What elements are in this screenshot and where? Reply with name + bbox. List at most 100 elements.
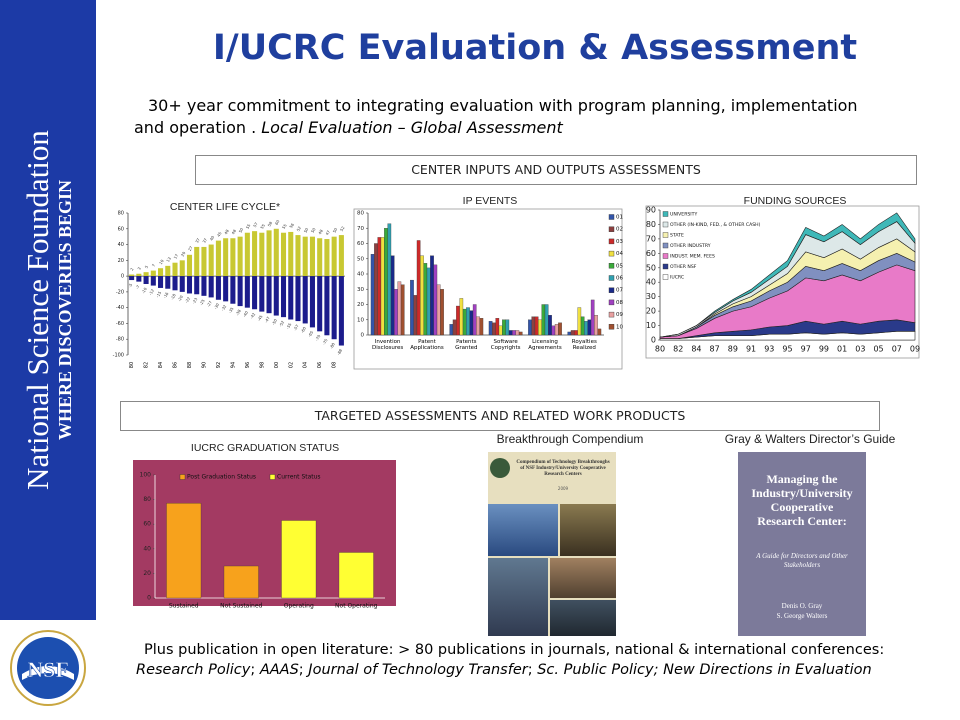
- text-segment: Plus publication in open literature: > 8…: [144, 642, 885, 658]
- x-tick-label: 02: [288, 362, 294, 368]
- y-tick-label: 10: [646, 321, 656, 330]
- bar: [143, 272, 149, 277]
- y-tick-label: 40: [143, 545, 151, 552]
- cover-photo: [488, 558, 548, 636]
- logo-band: [22, 666, 74, 680]
- x-tick-label: Patent Applications: [410, 339, 444, 351]
- section-header: CENTER INPUTS AND OUTPUTS ASSESSMENTS: [195, 155, 917, 185]
- x-tick-label: 80: [129, 362, 135, 368]
- bar: [244, 232, 250, 277]
- legend-swatch: [608, 287, 615, 293]
- data-label: 56: [288, 222, 295, 229]
- chart-title: FUNDING SOURCES: [744, 195, 847, 207]
- y-tick-label: -60: [116, 321, 124, 327]
- bar: [324, 239, 330, 277]
- x-tick-label: Not Operating: [335, 603, 378, 610]
- data-label: -5: [127, 282, 134, 288]
- y-tick-label: 40: [118, 242, 124, 248]
- bar: [449, 324, 454, 336]
- bar: [201, 246, 207, 277]
- legend-label: 09: [616, 312, 623, 318]
- bar: [377, 237, 382, 336]
- bar: [380, 237, 385, 336]
- bar: [136, 273, 142, 277]
- plot-frame: [353, 208, 623, 370]
- chart-title: IUCRC GRADUATION STATUS: [191, 442, 339, 454]
- data-label: 58: [266, 220, 273, 227]
- data-label: 50: [332, 226, 339, 233]
- cover-title: Managing the Industry/University Coopera…: [751, 472, 853, 528]
- data-label: -75: [321, 337, 329, 345]
- bar: [426, 267, 431, 336]
- bar: [476, 316, 480, 336]
- y-tick-label: -80: [116, 337, 124, 343]
- bar: [574, 330, 578, 336]
- data-label: -80: [328, 341, 336, 349]
- book-caption: Gray & Walters Director’s Guide: [724, 432, 896, 446]
- bar: [230, 276, 236, 304]
- bar: [288, 231, 294, 277]
- bar: [129, 274, 135, 277]
- cover-photo: [488, 504, 558, 556]
- x-tick-label: 95: [782, 345, 792, 354]
- data-label: -25: [198, 298, 206, 306]
- bar: [186, 254, 193, 277]
- y-tick-label: 40: [646, 278, 656, 287]
- bar: [302, 236, 308, 277]
- cover-photo: [560, 504, 616, 556]
- bar: [400, 284, 405, 336]
- bar: [273, 276, 279, 316]
- data-label: -10: [140, 286, 148, 294]
- data-label: 45: [216, 230, 223, 237]
- bar: [179, 276, 185, 292]
- data-label: -35: [227, 306, 235, 314]
- bar: [558, 322, 562, 336]
- data-label: 57: [252, 221, 259, 228]
- cover-photo: [550, 600, 616, 636]
- data-label: 50: [238, 226, 245, 233]
- bar: [551, 325, 556, 336]
- bar: [158, 276, 164, 288]
- bar: [456, 305, 460, 336]
- bar: [331, 276, 337, 340]
- data-label: 37: [194, 237, 201, 244]
- data-label: -15: [155, 290, 163, 298]
- legend-label: INDUST. MEM. FEES: [670, 254, 715, 260]
- cover-author: S. George Walters: [776, 612, 828, 620]
- x-tick-label: Operating: [284, 603, 314, 610]
- x-tick-label: 96: [245, 362, 251, 368]
- y-tick-label: 0: [651, 336, 656, 345]
- x-tick-label: 92: [216, 362, 222, 368]
- bar: [201, 276, 207, 296]
- bar: [541, 304, 546, 336]
- chart: CENTER LIFE CYCLE*-100-80-60-40-20020406…: [113, 201, 346, 368]
- logo-text: NSF: [27, 657, 69, 682]
- text-segment: Research Policy: [136, 662, 251, 678]
- bar: [215, 240, 221, 277]
- legend-swatch: [662, 242, 669, 249]
- x-tick-label: 93: [764, 345, 774, 354]
- bar: [413, 295, 418, 336]
- bar: [179, 260, 185, 277]
- bar: [166, 503, 202, 599]
- bar: [512, 330, 516, 336]
- legend-label: OTHER (IN-KIND, FED., & OTHER CASH): [670, 222, 761, 228]
- x-tick-label: 07: [892, 345, 902, 354]
- legend-label: 02: [616, 227, 623, 233]
- bar: [338, 235, 344, 277]
- bar: [208, 244, 214, 277]
- bar: [580, 316, 585, 336]
- x-tick-label: 09: [910, 345, 920, 354]
- legend-label: 06: [616, 276, 623, 282]
- x-tick-label: 99: [819, 345, 829, 354]
- book-caption: Breakthrough Compendium: [496, 432, 644, 446]
- data-label: -52: [278, 319, 286, 327]
- bar: [479, 318, 484, 336]
- data-label: -55: [285, 321, 293, 329]
- bar: [594, 315, 598, 336]
- data-label: -50: [271, 318, 279, 326]
- bar: [324, 276, 330, 336]
- bar: [165, 265, 171, 277]
- text-segment: Sc. Public Policy; New Directions in Eva…: [537, 662, 872, 678]
- legend-swatch: [608, 238, 615, 245]
